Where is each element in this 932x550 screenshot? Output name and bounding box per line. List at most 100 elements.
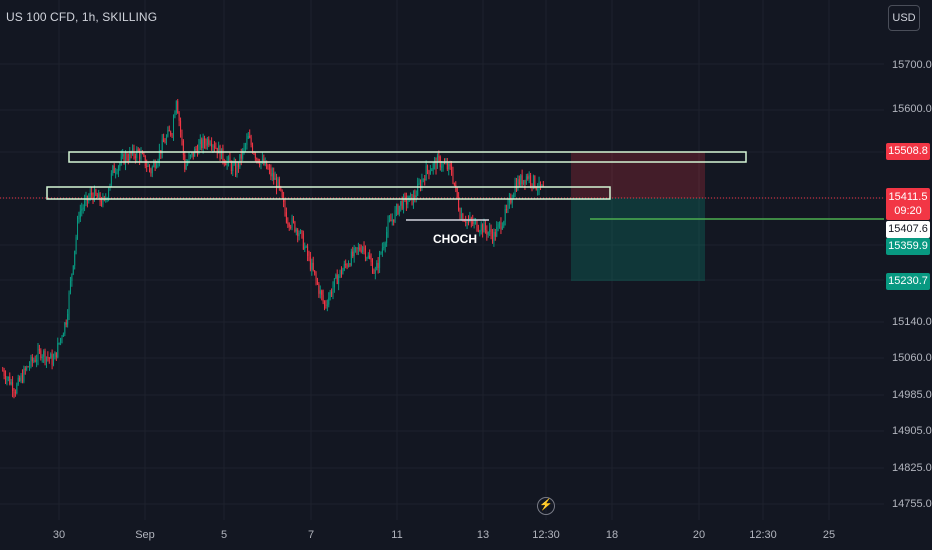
candle-body (154, 162, 156, 169)
candle-body (45, 356, 47, 362)
bar-countdown: 09:20 (894, 205, 922, 217)
candle-body (134, 155, 136, 159)
candle-body (497, 224, 499, 228)
candle-body (524, 180, 526, 184)
candle-body (91, 192, 93, 195)
candle-body (356, 247, 358, 250)
candle-body (267, 168, 269, 170)
candle-body (7, 376, 9, 378)
candle-body (390, 220, 392, 222)
candle-body (504, 208, 506, 222)
candle-body (421, 179, 423, 188)
lightning-icon[interactable]: ⚡ (537, 497, 555, 515)
candle-body (290, 226, 292, 228)
candle-body (93, 189, 95, 201)
candle-body (407, 201, 409, 205)
candle-body (225, 163, 227, 166)
candle-body (188, 156, 190, 163)
candle-body (31, 356, 33, 362)
candle-body (348, 264, 350, 267)
candle-body (50, 354, 52, 359)
candle-body (332, 287, 334, 295)
candle-body (414, 195, 416, 198)
candle-body (462, 213, 464, 221)
candle-body (301, 230, 303, 234)
candle-body (117, 166, 119, 173)
candle-body (208, 139, 210, 145)
candle-body (232, 164, 234, 172)
candle-body (281, 190, 283, 198)
candle-body (510, 197, 512, 203)
candle-body (216, 147, 218, 154)
candle-body (542, 185, 544, 187)
candle-body (3, 370, 5, 376)
candle-body (379, 253, 381, 268)
candle-body (535, 187, 537, 190)
candle-body (10, 382, 12, 385)
candle-body (456, 187, 458, 198)
candle-body (222, 148, 224, 161)
candle-body (119, 163, 121, 167)
candle-body (297, 229, 299, 237)
candle-body (278, 178, 280, 187)
candle-body (202, 138, 204, 149)
candle-body (307, 246, 309, 256)
candle-body (195, 148, 197, 150)
candle-body (475, 221, 477, 223)
time-tick: 12:30 (749, 529, 777, 541)
candle-body (507, 202, 509, 210)
candle-body (521, 175, 523, 185)
candle-body (92, 194, 94, 201)
candle-body (338, 276, 340, 284)
price-tick: 14755.0 (892, 498, 932, 510)
candle-body (500, 222, 502, 230)
candle-body (235, 163, 237, 176)
candle-body (168, 130, 170, 132)
candle-body (270, 168, 272, 177)
candle-body (441, 166, 443, 168)
candle-body (77, 219, 79, 238)
candle-body (292, 218, 294, 222)
candle-body (78, 217, 80, 220)
candle-body (476, 221, 478, 231)
candle-body (350, 251, 352, 266)
candle-body (321, 290, 323, 295)
candle-body (229, 157, 231, 163)
candle-body (508, 197, 510, 203)
candle-body (539, 181, 541, 187)
candle-body (328, 297, 330, 305)
time-tick: 7 (307, 529, 315, 541)
candle-body (432, 163, 434, 170)
time-tick: 5 (220, 529, 228, 541)
candle-body (102, 197, 104, 205)
candle-body (44, 350, 46, 362)
candle-body (246, 138, 248, 145)
candle-body (9, 376, 11, 385)
candle-body (5, 375, 7, 381)
candle-body (276, 177, 278, 188)
candle-body (479, 231, 481, 233)
candle-body (237, 163, 239, 167)
candle-body (445, 163, 447, 165)
candle-body (418, 183, 420, 185)
candle-body (41, 356, 43, 359)
candle-body (353, 248, 355, 257)
candle-body (36, 359, 38, 362)
candle-body (68, 292, 70, 315)
candle-body (373, 272, 375, 274)
currency-button[interactable]: USD (888, 5, 920, 31)
candle-body (501, 226, 503, 230)
entry-price-badge: 15407.6 (886, 221, 930, 238)
time-tick: 18 (605, 529, 619, 541)
candle-body (115, 172, 117, 174)
price-tick: 15600.0 (892, 103, 932, 115)
candle-body (116, 172, 118, 174)
candle-body (144, 155, 146, 166)
candle-body (84, 200, 86, 208)
candle-body (473, 221, 475, 224)
candle-body (108, 190, 110, 198)
candle-body (153, 162, 155, 167)
candle-body (451, 166, 453, 173)
candle-body (410, 194, 412, 196)
